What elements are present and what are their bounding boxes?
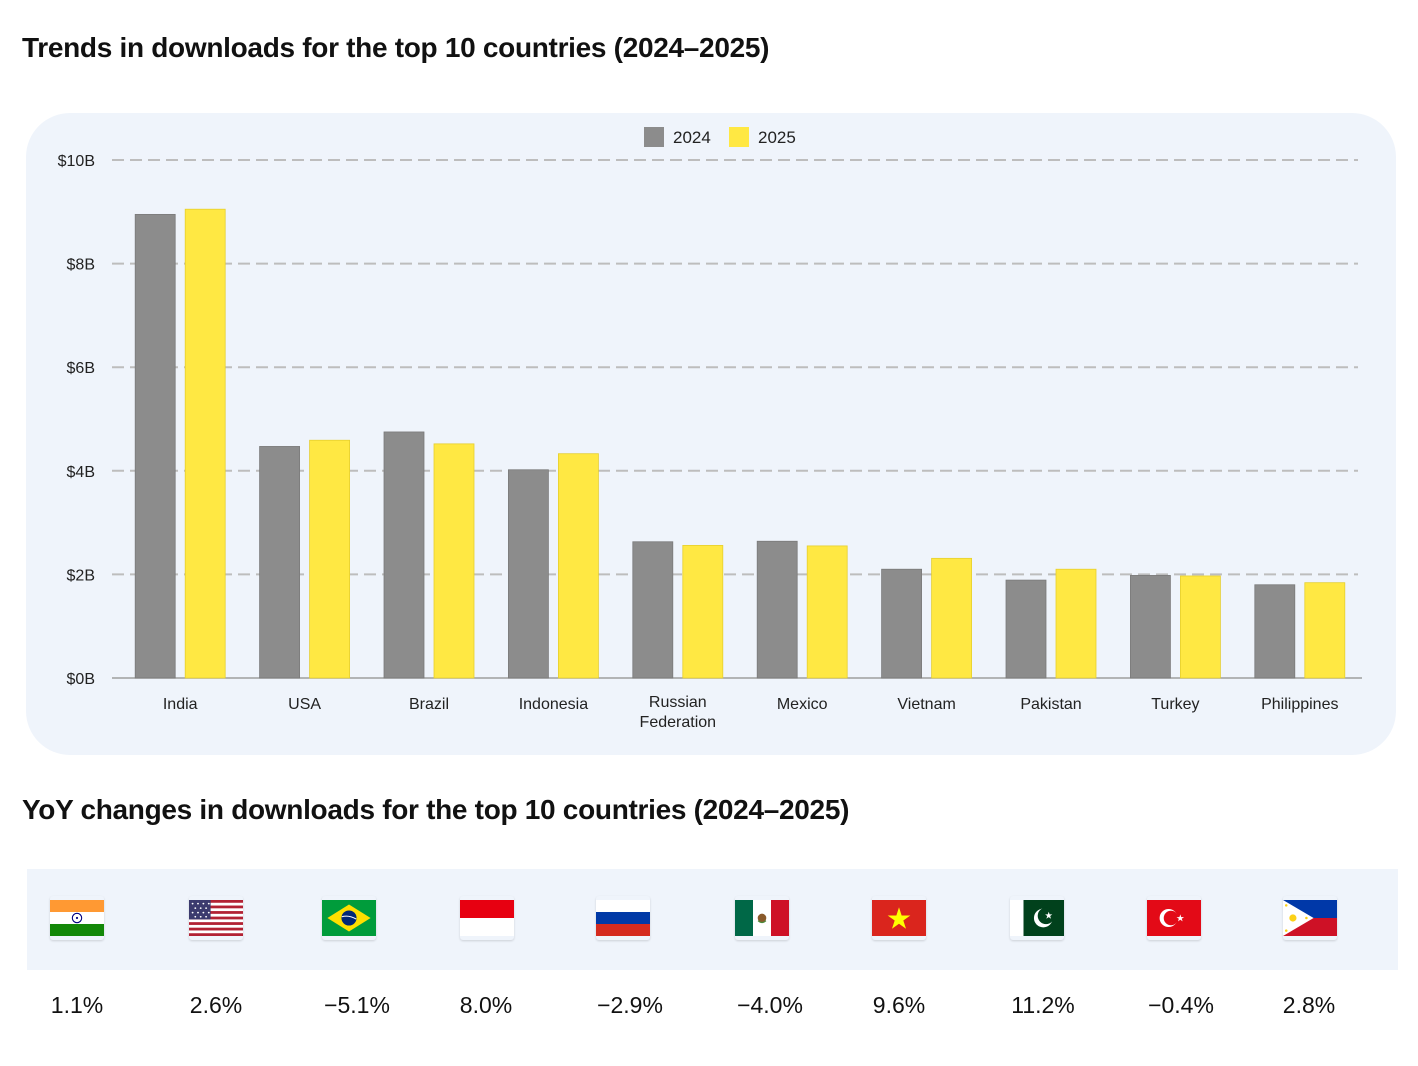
legend-label-2025: 2025 bbox=[758, 128, 796, 147]
brazil-flag-icon bbox=[322, 896, 376, 940]
yoy-title: YoY changes in downloads for the top 10 … bbox=[22, 794, 850, 825]
x-tick-label: Philippines bbox=[1261, 696, 1338, 713]
x-tick-label: Turkey bbox=[1151, 696, 1199, 713]
bar-2025-usa bbox=[309, 439, 351, 679]
legend-swatch-2025 bbox=[729, 127, 749, 147]
bar-2025-india bbox=[184, 208, 226, 679]
bar-2024-russian-federation bbox=[632, 541, 674, 679]
legend-swatch-2024 bbox=[644, 127, 664, 147]
india-flag-icon bbox=[50, 896, 104, 940]
y-tick-label: $6B bbox=[67, 360, 95, 377]
bar-2025-turkey bbox=[1180, 575, 1221, 679]
y-tick-label: $4B bbox=[67, 464, 95, 481]
yoy-value-philippines: 2.8% bbox=[1282, 992, 1336, 1018]
russia-flag-icon bbox=[596, 896, 650, 940]
bar-2024-usa bbox=[259, 446, 301, 679]
bar-2024-philippines bbox=[1254, 584, 1296, 679]
bar-2025-brazil bbox=[433, 443, 475, 679]
indonesia-flag-icon bbox=[460, 896, 514, 940]
bar-2025-pakistan bbox=[1055, 568, 1097, 679]
vietnam-flag-icon bbox=[872, 896, 926, 940]
x-tick-label: USA bbox=[288, 696, 321, 713]
bar-2024-turkey bbox=[1130, 575, 1171, 679]
y-tick-label: $0B bbox=[67, 671, 95, 688]
yoy-value-brazil: −5.1% bbox=[324, 992, 390, 1018]
bar-2025-mexico bbox=[806, 545, 848, 679]
yoy-value-vietnam: 9.6% bbox=[872, 992, 926, 1018]
x-tick-label-line2: Federation bbox=[640, 714, 717, 731]
mexico-flag-icon bbox=[735, 896, 789, 940]
yoy-value-turkey: −0.4% bbox=[1148, 992, 1214, 1018]
y-tick-label: $8B bbox=[67, 257, 95, 274]
legend-label-2024: 2024 bbox=[673, 128, 711, 147]
yoy-value-indonesia: 8.0% bbox=[459, 992, 513, 1018]
y-tick-label: $2B bbox=[67, 567, 95, 584]
pakistan-flag-icon bbox=[1010, 896, 1064, 940]
x-tick-label: Brazil bbox=[409, 696, 449, 713]
x-tick-label: Vietnam bbox=[897, 696, 955, 713]
bar-2025-indonesia bbox=[558, 453, 599, 679]
bar-2025-vietnam bbox=[931, 557, 972, 679]
turkey-flag-icon bbox=[1147, 896, 1201, 940]
x-tick-label: Pakistan bbox=[1020, 696, 1081, 713]
usa-flag-icon bbox=[189, 896, 243, 940]
yoy-value-usa: 2.6% bbox=[189, 992, 243, 1018]
bar-2024-brazil bbox=[383, 431, 425, 679]
bar-2024-indonesia bbox=[507, 469, 549, 679]
bar-2024-india bbox=[134, 213, 176, 679]
x-tick-label: Mexico bbox=[777, 696, 828, 713]
y-tick-label: $10B bbox=[58, 153, 95, 170]
bar-2024-vietnam bbox=[881, 568, 922, 679]
bar-chart: $0B $2B $4B $6B $8B $10B India USA Brazil Indones… bbox=[58, 127, 1362, 731]
x-tick-label: India bbox=[163, 696, 198, 713]
yoy-value-russia: −2.9% bbox=[597, 992, 663, 1018]
bar-2024-mexico bbox=[756, 540, 798, 679]
bar-2025-russian-federation bbox=[682, 544, 724, 679]
bar-2025-philippines bbox=[1304, 582, 1346, 679]
yoy-value-pakistan: 11.2% bbox=[1011, 992, 1075, 1018]
x-tick-label: Russian bbox=[649, 694, 707, 711]
chart-title: Trends in downloads for the top 10 count… bbox=[22, 32, 770, 63]
yoy-value-mexico: −4.0% bbox=[737, 992, 803, 1018]
x-tick-label: Indonesia bbox=[519, 696, 588, 713]
yoy-value-india: 1.1% bbox=[50, 992, 104, 1018]
philippines-flag-icon bbox=[1283, 896, 1337, 940]
bar-2024-pakistan bbox=[1005, 579, 1047, 679]
